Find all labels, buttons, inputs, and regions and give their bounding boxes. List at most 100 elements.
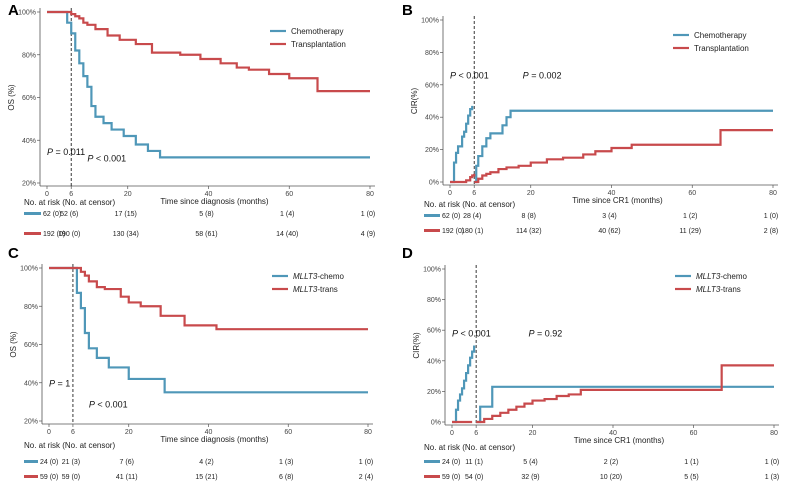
panel-d: D 0% 20% 40% 60% 80% 100% 0 6 20 40 60 80 CIR(%) Time … <box>402 245 779 481</box>
risk-cell: 190 (0) <box>58 231 80 238</box>
risk-cell: 11 (29) <box>679 228 701 235</box>
x-tick-label: 6 <box>474 430 478 437</box>
y-tick-label: 80% <box>24 304 38 311</box>
x-axis-title: Time since diagnosis (months) <box>160 435 269 444</box>
x-tick-label: 80 <box>770 430 778 437</box>
risk-cell: 40 (62) <box>598 228 620 235</box>
p-value-annotation: P < 0.001 <box>87 154 126 164</box>
x-tick-label: 60 <box>285 191 293 198</box>
risk-cell: 5 (5) <box>684 474 698 481</box>
y-axis-title: OS (%) <box>7 84 16 111</box>
risk-cell: 1 (0) <box>765 459 779 466</box>
x-tick-label: 0 <box>47 429 51 436</box>
panel-label: C <box>8 245 19 262</box>
legend-label: Chemotherapy <box>291 27 343 36</box>
p-value-annotation: P = 1 <box>49 379 70 389</box>
risk-cell: 59 (0) <box>62 474 80 481</box>
risk-cell: 4 (2) <box>199 459 213 466</box>
risk-cell: 6 (8) <box>279 474 293 481</box>
y-tick-label: 0% <box>431 420 441 427</box>
y-tick-label: 60% <box>22 95 36 102</box>
x-tick-label: 6 <box>472 190 476 197</box>
x-tick-label: 20 <box>527 190 535 197</box>
risk-cell: 2 (4) <box>359 474 373 481</box>
risk-cell: 24 (0) <box>442 459 460 466</box>
series-line-mllt3-chemo <box>476 385 774 424</box>
risk-cell: 54 (0) <box>465 474 483 481</box>
x-tick-label: 0 <box>450 430 454 437</box>
panel-c: C 20% 40% 60% 80% 100% 0 6 20 40 60 80 OS (%) Time si… <box>8 245 373 481</box>
x-axis-title: Time since CR1 (months) <box>574 436 665 445</box>
risk-cell: 62 (0) <box>43 211 61 218</box>
risk-cell: 10 (20) <box>600 474 622 481</box>
x-tick-label: 20 <box>124 191 132 198</box>
risk-cell: 21 (3) <box>62 459 80 466</box>
y-tick-label: 20% <box>24 419 38 426</box>
x-tick-label: 80 <box>366 191 374 198</box>
y-tick-label: 100% <box>423 267 441 274</box>
risk-cell: 1 (2) <box>683 213 697 220</box>
y-tick-label: 40% <box>425 115 439 122</box>
y-tick-label: 40% <box>24 380 38 387</box>
p-value-annotation: P = 0.92 <box>528 328 562 338</box>
p-value-annotation: P < 0.001 <box>89 400 128 410</box>
risk-cell: 32 (9) <box>521 474 539 481</box>
series-line-mllt3-trans <box>49 266 368 331</box>
risk-cell: 192 (0) <box>43 231 65 238</box>
risk-cell: 5 (8) <box>199 211 213 218</box>
x-tick-label: 80 <box>364 429 372 436</box>
x-axis-title: Time since CR1 (months) <box>572 196 663 205</box>
risk-cell: 192 (0) <box>442 228 464 235</box>
legend-label: Chemotherapy <box>694 31 746 40</box>
x-tick-label: 60 <box>688 190 696 197</box>
legend-label: Transplantation <box>694 44 749 53</box>
y-tick-label: 100% <box>421 18 439 25</box>
y-tick-label: 40% <box>427 358 441 365</box>
series-line-chemotherapy <box>47 10 370 159</box>
series-line-chemotherapy <box>474 109 773 184</box>
x-tick-label: 0 <box>448 190 452 197</box>
risk-cell: 24 (0) <box>40 459 58 466</box>
legend-label: MLLT3-trans <box>696 285 741 294</box>
risk-cell: 41 (11) <box>116 474 138 481</box>
x-tick-label: 6 <box>69 191 73 198</box>
series-line-transplantation <box>47 10 370 93</box>
risk-cell: 130 (34) <box>113 231 139 238</box>
risk-cell: 1 (0) <box>361 211 375 218</box>
y-tick-label: 60% <box>427 328 441 335</box>
risk-cell: 59 (0) <box>442 474 460 481</box>
panel-label: B <box>402 2 413 19</box>
series-line-mllt3-chemo <box>452 345 476 424</box>
y-tick-label: 40% <box>22 138 36 145</box>
series-line-transplantation <box>450 173 476 184</box>
series-line-mllt3-trans <box>476 364 774 424</box>
x-tick-label: 20 <box>529 430 537 437</box>
y-tick-label: 0% <box>429 180 439 187</box>
x-tick-label: 60 <box>690 430 698 437</box>
y-tick-label: 60% <box>425 82 439 89</box>
risk-cell: 52 (6) <box>60 211 78 218</box>
x-tick-label: 20 <box>125 429 133 436</box>
panel-label: A <box>8 2 19 19</box>
risk-cell: 28 (4) <box>463 213 481 220</box>
risk-cell: 5 (4) <box>523 459 537 466</box>
risk-cell: 1 (4) <box>280 211 294 218</box>
x-axis-title: Time since diagnosis (months) <box>160 197 269 206</box>
series-line-chemotherapy <box>450 105 474 184</box>
y-axis-title: OS (%) <box>9 331 18 358</box>
risk-cell: 4 (9) <box>361 231 375 238</box>
y-tick-label: 20% <box>427 389 441 396</box>
p-value-annotation: P = 0.011 <box>47 147 85 157</box>
risk-cell: 1 (3) <box>279 459 293 466</box>
risk-table-title: No. at risk (No. at censor) <box>424 200 515 209</box>
series-line-mllt3-chemo <box>49 266 368 394</box>
risk-cell: 3 (4) <box>602 213 616 220</box>
p-value-annotation: P < 0.001 <box>452 328 491 338</box>
risk-cell: 8 (8) <box>522 213 536 220</box>
panel-a: A 20% 40% 60% 80% 100% 0 6 20 40 60 80 OS (%) Time si… <box>7 2 375 238</box>
x-tick-label: 40 <box>205 191 213 198</box>
legend-label: Transplantation <box>291 40 346 49</box>
y-tick-label: 60% <box>24 342 38 349</box>
panel-b: B 0% 20% 40% 60% 80% 100% 0 6 20 40 60 80 CIR(%) Time … <box>402 2 778 235</box>
x-tick-label: 6 <box>71 429 75 436</box>
